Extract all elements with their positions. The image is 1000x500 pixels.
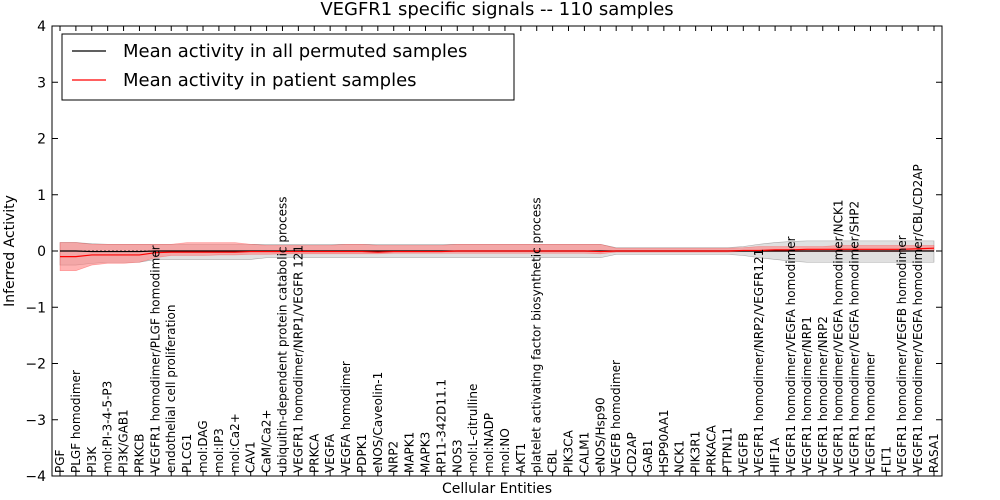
x-category-label: PTPN11 (720, 427, 734, 473)
x-category-label: RP11-342D11.1 (434, 379, 448, 473)
x-category-label: HSP90AA1 (657, 409, 671, 473)
x-category-label: mol:L-citrulline (466, 384, 480, 473)
x-category-label: VEGFA homodimer (339, 361, 353, 473)
y-tick-label: 0 (37, 244, 46, 260)
x-category-label: PLGF homodimer (69, 370, 83, 473)
x-category-label: VEGFB homodimer (609, 360, 623, 473)
x-category-label: NCK1 (673, 440, 687, 473)
x-category-label: CALM1 (577, 432, 591, 473)
x-category-label: PIK3R1 (689, 431, 703, 473)
x-category-label: PRKCB (132, 434, 146, 473)
x-category-label: VEGFR1 homodimer/VEGFA homodimer/NCK1 (832, 199, 846, 473)
x-category-label: mol:DAG (196, 420, 210, 473)
x-category-label: mol:Ca2+ (228, 413, 242, 473)
x-category-label: CBL (546, 449, 560, 473)
y-tick-label: 1 (37, 188, 46, 204)
x-category-label: VEGFR1 homodimer/VEGFB homodimer (895, 235, 909, 473)
x-category-label: VEGFR1 homodimer/NRP2/VEGFR121 (752, 249, 766, 473)
x-category-label: RASA1 (927, 433, 941, 473)
x-category-label: MAPK1 (403, 432, 417, 473)
y-tick-label: 4 (37, 19, 46, 35)
x-axis-ticks (59, 26, 935, 476)
x-category-label: mol:NADP (482, 413, 496, 473)
x-category-label: VEGFR1 homodimer/NRP2 (816, 316, 830, 473)
x-category-label: VEGFR1 homodimer/NRP1 (800, 316, 814, 473)
x-category-label: GAB1 (641, 440, 655, 473)
x-category-label: NRP2 (387, 441, 401, 473)
x-category-label: VEGFR1 homodimer/VEGFA homodimer/SHP2 (848, 201, 862, 473)
y-tick-label: −2 (25, 357, 46, 373)
x-category-label: HIF1A (768, 437, 782, 473)
x-category-label: AKT1 (514, 443, 528, 473)
x-category-label: CAV1 (244, 441, 258, 473)
legend-box (61, 33, 515, 101)
x-category-label: VEGFR1 homodimer/PLGF homodimer (148, 245, 162, 473)
x-category-labels: PGF PLGF homodimer PI3K mol:PI-3-4-5-P3 PI3K… (53, 164, 941, 473)
x-category-label: PGF (53, 449, 67, 473)
x-category-label: platelet activating factor biosynthetic … (530, 197, 544, 473)
x-category-label: mol:PI-3-4-5-P3 (101, 381, 115, 473)
x-category-label: endothelial cell proliferation (164, 305, 178, 473)
legend: Mean activity in all permuted samples Me… (61, 33, 515, 101)
x-category-label: CD2AP (625, 432, 639, 473)
x-category-label: PI3K (85, 446, 99, 473)
x-category-label: ubiquitin-dependent protein catabolic pr… (275, 197, 289, 473)
x-category-label: mol:IP3 (212, 428, 226, 473)
y-axis-title: Inferred Activity (2, 195, 18, 307)
y-tick-label: −3 (25, 413, 46, 429)
x-category-label: PRKCA (307, 433, 321, 473)
x-category-label: mol:NO (498, 428, 512, 473)
y-axis-ticks: 4 3 2 1 0 −1 −2 −3 −4 (25, 19, 942, 485)
x-category-label: PRKACA (705, 424, 719, 473)
x-axis-title: Cellular Entities (442, 481, 552, 497)
series-lines (60, 247, 935, 258)
x-category-label: eNOS/Hsp90 (593, 397, 607, 473)
legend-label-permuted: Mean activity in all permuted samples (123, 41, 467, 62)
x-category-label: PLCG1 (180, 434, 194, 473)
x-category-label: PDPK1 (355, 434, 369, 473)
legend-label-patient: Mean activity in patient samples (123, 70, 417, 91)
confidence-bands (59, 240, 935, 271)
x-category-label: VEGFA (323, 433, 337, 473)
x-category-label: FLT1 (879, 446, 893, 473)
y-tick-label: 2 (37, 132, 46, 148)
x-category-label: MAPK3 (418, 432, 432, 473)
x-category-label: PIK3CA (562, 429, 576, 473)
y-tick-label: −4 (25, 469, 46, 485)
y-tick-label: 3 (37, 75, 46, 91)
x-category-label: VEGFR1 homodimer/VEGFA homodimer (784, 236, 798, 473)
y-tick-label: −1 (25, 300, 46, 316)
x-category-label: VEGFR1 homodimer (863, 352, 877, 473)
x-category-label: PI3K/GAB1 (117, 409, 131, 473)
x-category-label: CaM/Ca2+ (260, 409, 274, 473)
series-line-patient (60, 247, 935, 258)
chart-title: VEGFR1 specific signals -- 110 samples (320, 0, 673, 20)
x-category-label: eNOS/Caveolin-1 (371, 372, 385, 473)
x-category-label: VEGFR1 homodimer/NRP1/VEGFR 121 (291, 245, 305, 473)
x-category-label: VEGFB (736, 433, 750, 473)
x-category-label: VEGFR1 homodimer/VEGFA homodimer/CBL/CD2… (911, 164, 925, 473)
x-category-label: NOS3 (450, 439, 464, 473)
